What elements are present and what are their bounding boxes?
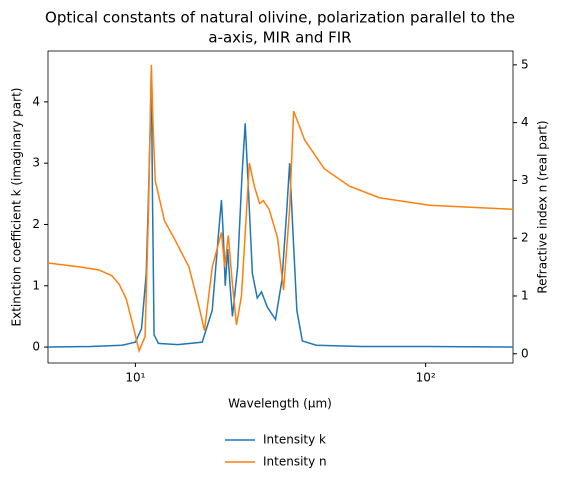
y2-tick-label: 0 (521, 346, 529, 360)
y2-tick-label: 4 (521, 115, 529, 129)
y-tick-label: 1 (32, 278, 40, 292)
y2-axis-label: Refractive index n (real part) (536, 120, 550, 293)
y-axis-label: Extinction coefficient k (imaginary part… (10, 88, 24, 327)
chart-title: Optical constants of natural olivine, po… (45, 9, 515, 27)
x-tick-label: 10² (416, 371, 436, 385)
y2-tick-label: 2 (521, 231, 529, 245)
y-tick-label: 2 (32, 217, 40, 231)
y2-tick-label: 5 (521, 57, 529, 71)
y-tick-label: 3 (32, 156, 40, 170)
legend-label: Intensity n (263, 455, 327, 469)
legend-label: Intensity k (263, 433, 326, 447)
y2-tick-label: 3 (521, 173, 529, 187)
plot-frame (47, 50, 514, 364)
y-tick-label: 4 (32, 94, 40, 108)
series-line (48, 68, 513, 348)
y-tick-label: 0 (32, 340, 40, 354)
series-line (48, 64, 513, 354)
y2-tick-label: 1 (521, 288, 529, 302)
x-tick-label: 10¹ (125, 371, 145, 385)
chart-title: a-axis, MIR and FIR (208, 29, 351, 47)
x-axis-label: Wavelength (μm) (228, 397, 332, 411)
